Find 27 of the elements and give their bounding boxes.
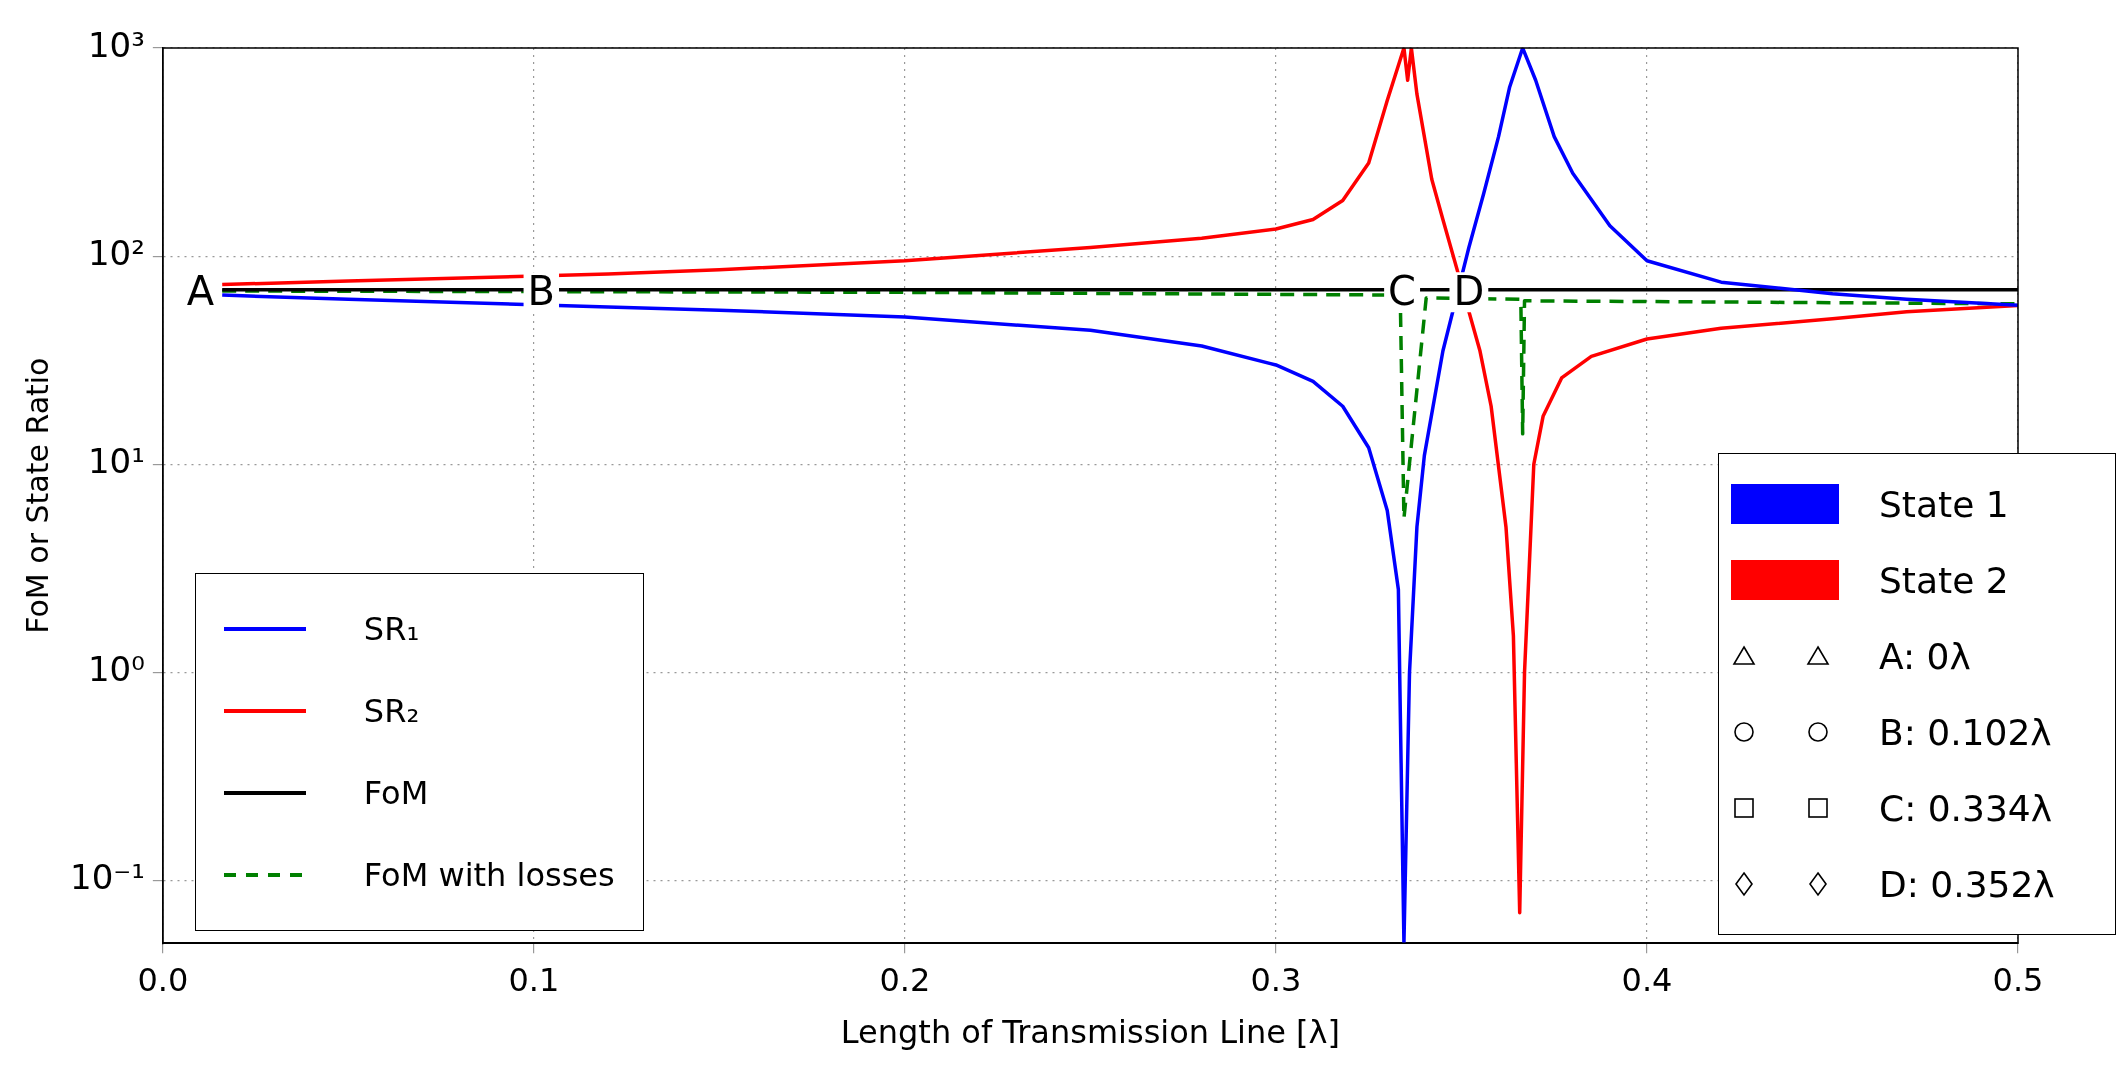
legend-label: SR₂ bbox=[363, 692, 420, 731]
annotation: A bbox=[186, 267, 215, 314]
annotation: D bbox=[1453, 267, 1485, 314]
y-tick-label: 10⁻¹ bbox=[70, 857, 145, 898]
x-tick-label: 0.4 bbox=[1621, 960, 1673, 999]
x-tick-label: 0.2 bbox=[879, 960, 931, 999]
legend-label: FoM bbox=[363, 774, 429, 813]
x-tick-label: 0.0 bbox=[137, 960, 189, 999]
annotation: B bbox=[527, 267, 556, 314]
legend-label: FoM with losses bbox=[363, 856, 615, 895]
annotation: A: 0λ bbox=[1879, 635, 1971, 677]
annotation: D: 0.352λ bbox=[1879, 863, 2055, 905]
y-axis-title: FoM or State Ratio bbox=[19, 357, 55, 634]
y-tick-label: 10¹ bbox=[87, 441, 145, 482]
y-tick-label: 10³ bbox=[87, 24, 145, 65]
x-tick-label: 0.3 bbox=[1250, 960, 1302, 999]
x-tick-label: 0.1 bbox=[508, 960, 560, 999]
y-tick-label: 10² bbox=[87, 232, 145, 273]
x-tick-label: 0.5 bbox=[1992, 960, 2044, 999]
annotation: C bbox=[1388, 267, 1417, 314]
annotation: B: 0.102λ bbox=[1879, 711, 2052, 753]
annotation: C: 0.334λ bbox=[1879, 787, 2053, 829]
y-tick-label: 10⁰ bbox=[87, 649, 145, 690]
legend-label: SR₁ bbox=[363, 610, 420, 649]
annotation: State 1 bbox=[1879, 483, 2009, 525]
x-axis-title: Length of Transmission Line [λ] bbox=[840, 1013, 1341, 1052]
annotation: State 2 bbox=[1879, 559, 2009, 601]
